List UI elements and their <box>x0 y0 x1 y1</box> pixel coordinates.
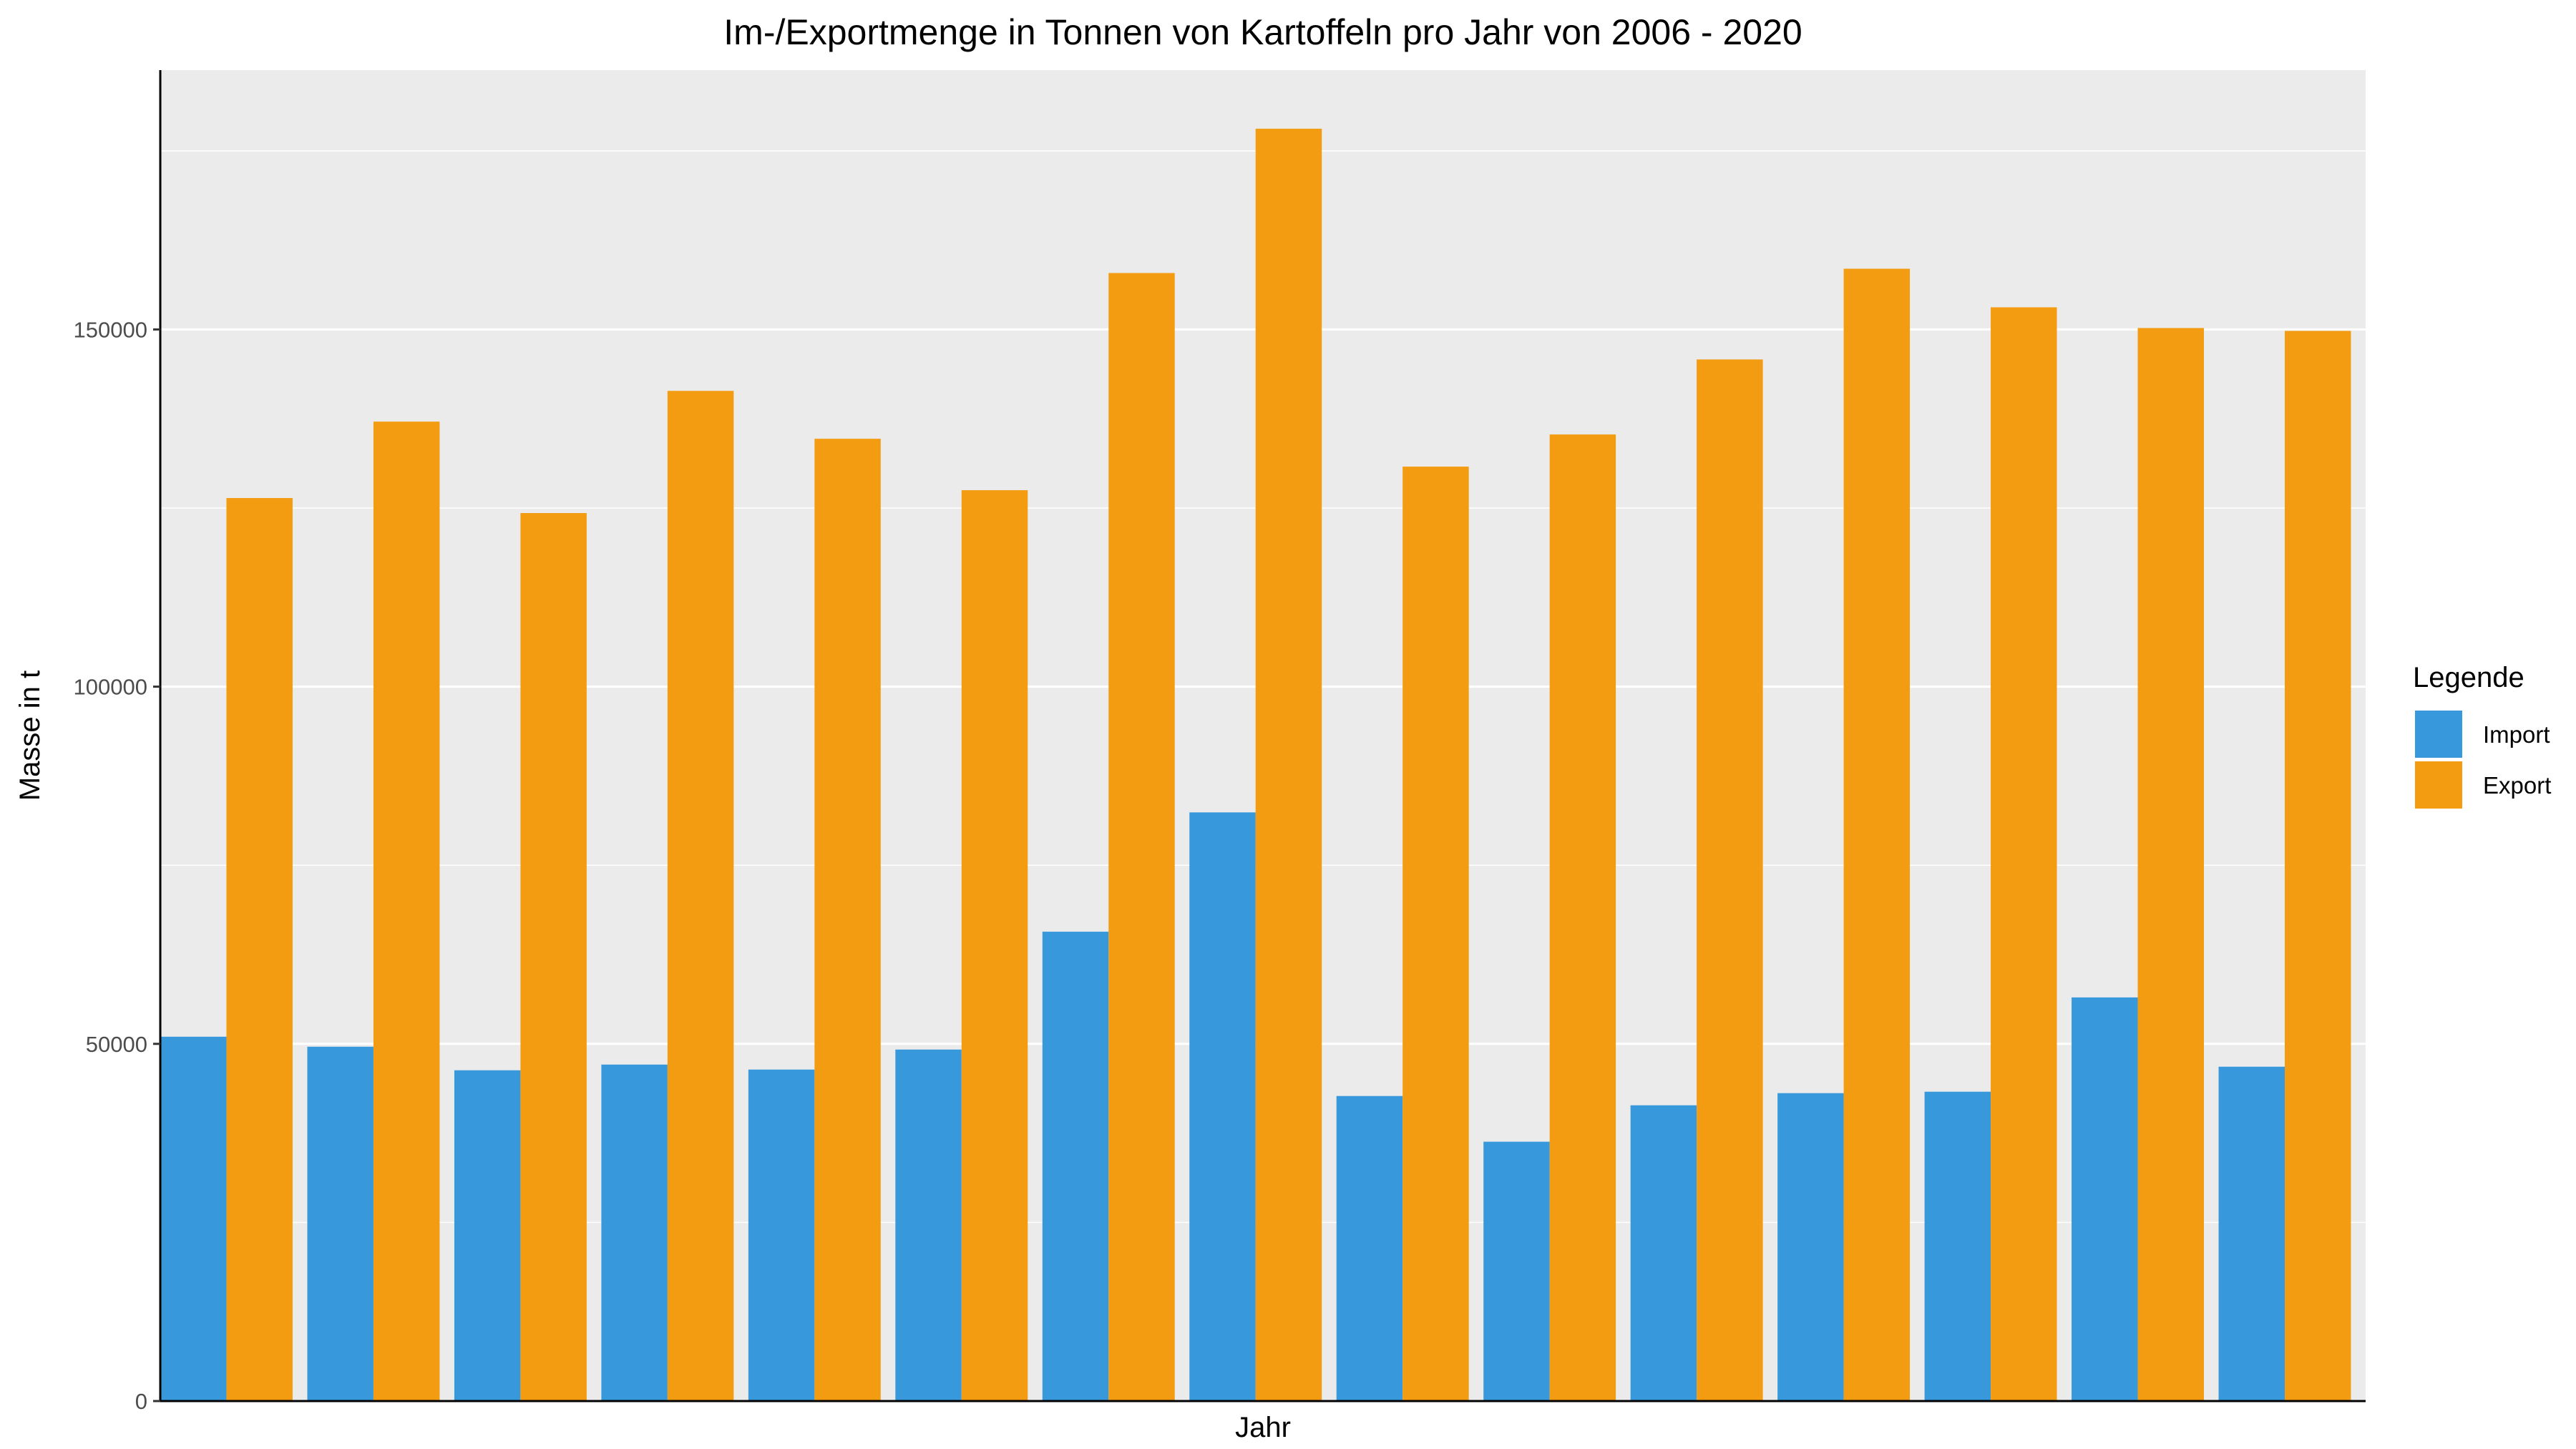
bar-export <box>1402 467 1469 1402</box>
bar-export <box>1991 307 2057 1402</box>
y-tick-label: 0 <box>135 1389 147 1414</box>
bar-export <box>961 490 1028 1401</box>
bar-export <box>373 421 440 1401</box>
x-axis-title: Jahr <box>1235 1412 1291 1443</box>
bar-import <box>748 1069 815 1401</box>
bar-export <box>1843 268 1911 1401</box>
bar-export <box>2284 331 2351 1401</box>
bar-export <box>1697 359 1763 1401</box>
bar-export <box>520 513 587 1401</box>
bar-import <box>2072 997 2138 1401</box>
bar-import <box>895 1049 962 1401</box>
legend-key-export <box>2415 761 2462 809</box>
axes <box>159 70 2366 1402</box>
bar-import <box>1924 1091 1991 1401</box>
legend-title: Legende <box>2413 662 2524 693</box>
bar-import <box>1777 1093 1844 1401</box>
y-tick-label: 150000 <box>74 317 147 342</box>
bar-import <box>1042 932 1109 1401</box>
legend-label-import: Import <box>2483 721 2550 748</box>
bar-import <box>601 1064 668 1401</box>
bar-import <box>1189 812 1256 1401</box>
bar-import <box>307 1046 374 1401</box>
bars <box>160 128 2351 1402</box>
bar-import <box>160 1036 227 1401</box>
y-tick-label: 100000 <box>74 675 147 700</box>
y-ticks: 0 50000 100000 150000 <box>74 317 160 1414</box>
bar-import <box>2218 1066 2285 1401</box>
bar-import <box>1336 1096 1403 1401</box>
bar-import <box>1483 1141 1550 1401</box>
y-axis-title: Masse in t <box>14 670 46 801</box>
legend-label-export: Export <box>2483 772 2551 799</box>
bar-export <box>667 391 734 1401</box>
y-tick-label: 50000 <box>86 1032 147 1057</box>
bar-export <box>1108 273 1175 1401</box>
bar-export <box>1255 128 1322 1402</box>
bar-export <box>226 498 293 1401</box>
chart-title: Im-/Exportmenge in Tonnen von Kartoffeln… <box>723 12 1802 52</box>
bar-import <box>1630 1105 1697 1401</box>
bar-export <box>1549 434 1616 1402</box>
bar-export <box>2137 328 2204 1401</box>
legend-key-import <box>2415 711 2462 758</box>
bar-import <box>454 1070 521 1401</box>
bar-export <box>814 439 881 1401</box>
legend: Legende Import Export <box>2413 662 2551 809</box>
